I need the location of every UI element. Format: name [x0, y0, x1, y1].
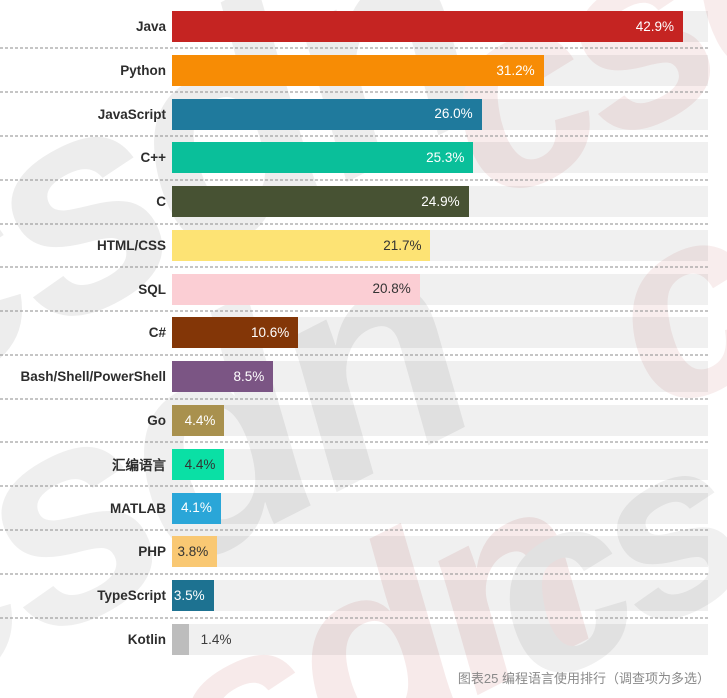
category-label: C++ [140, 150, 166, 166]
bar: 20.8% [172, 273, 420, 305]
row-separator [0, 47, 708, 50]
bar-track: 42.9% [172, 11, 708, 42]
row-separator [0, 91, 708, 94]
category-label: SQL [138, 281, 166, 297]
value-label: 21.7% [383, 237, 422, 253]
bar: 42.9% [172, 11, 683, 42]
value-label: 4.1% [181, 500, 212, 516]
row-separator [0, 397, 708, 400]
row-separator [0, 266, 708, 269]
row-separator [0, 616, 708, 619]
bar-track: 21.7% [172, 229, 708, 261]
bar-track: 8.5% [172, 361, 708, 393]
value-label: 4.4% [184, 456, 216, 472]
category-label: Python [120, 62, 166, 78]
row-separator [0, 178, 708, 181]
bar: 24.9% [172, 186, 469, 218]
value-label: 20.8% [372, 281, 411, 297]
value-label: 26.0% [434, 106, 473, 122]
row-separator [0, 441, 708, 444]
category-label: TypeScript [97, 588, 166, 604]
bar: 25.3% [172, 142, 474, 174]
category-label: Kotlin [127, 631, 166, 647]
chart-row: HTML/CSS 21.7% [0, 229, 727, 261]
bar-track: 3.5% [172, 580, 708, 612]
chart-row: Python 31.2% [0, 54, 727, 86]
category-label: JavaScript [97, 106, 166, 122]
bar: 31.2% [172, 54, 544, 86]
chart-row: 汇编语言 4.4% [0, 448, 727, 480]
value-label: 8.5% [233, 369, 265, 384]
bar: 10.6% [172, 317, 299, 349]
category-label: Go [147, 413, 166, 429]
chart-row: TypeScript 3.5% [0, 580, 727, 612]
bar-track: 25.3% [172, 142, 708, 174]
bar: 3.8% [172, 536, 218, 568]
bar-track: 10.6% [172, 317, 708, 349]
bar-track: 31.2% [172, 54, 708, 86]
chart-caption: 图表25 编程语言使用排行（调查项为多选） [457, 670, 710, 686]
bar-track: 4.1% [172, 492, 708, 524]
chart-row: MATLAB 4.1% [0, 492, 727, 524]
bar: 8.5% [172, 361, 274, 393]
chart-row: PHP 3.8% [0, 536, 727, 568]
bar: 3.5% [172, 580, 214, 612]
bar: 4.1% [172, 492, 221, 524]
bar: 26.0% [172, 98, 482, 130]
chart-row: C 24.9% [0, 186, 727, 218]
value-label: 4.4% [184, 412, 216, 428]
category-label: HTML/CSS [97, 237, 166, 253]
category-label: PHP [138, 544, 166, 560]
category-label: C [156, 194, 166, 210]
category-label: C# [148, 325, 166, 341]
bar-track: 4.4% [172, 405, 708, 437]
row-separator [0, 134, 708, 137]
bar-track: 1.4% [172, 623, 708, 655]
bar: 21.7% [172, 229, 431, 261]
row-separator [0, 353, 708, 356]
chart-row: Kotlin 1.4% [0, 623, 727, 655]
chart-row: SQL 20.8% [0, 273, 727, 305]
bar-track: 24.9% [172, 186, 708, 218]
bar [172, 623, 189, 655]
value-label: 24.9% [421, 193, 460, 209]
category-label: Bash/Shell/PowerShell [20, 369, 166, 385]
chart-row: C# 10.6% [0, 317, 727, 349]
value-label: 10.6% [250, 325, 290, 341]
chart-rows: Java 42.9% Python 31.2% JavaScript 26.0% C++ 25… [0, 11, 727, 655]
category-label: Java [135, 19, 166, 34]
category-label: 汇编语言 [112, 458, 166, 474]
chart-row: Bash/Shell/PowerShell 8.5% [0, 361, 727, 393]
row-separator [0, 222, 708, 225]
bar: 4.4% [172, 405, 225, 437]
value-label: 31.2% [496, 62, 535, 78]
bar-track: 26.0% [172, 98, 708, 130]
value-label: 42.9% [635, 18, 674, 34]
row-separator [0, 485, 708, 488]
bar-track: 4.4% [172, 448, 708, 480]
row-separator [0, 310, 708, 313]
chart-row: Go 4.4% [0, 405, 727, 437]
row-separator [0, 528, 708, 531]
category-label: MATLAB [110, 500, 166, 516]
bar: 4.4% [172, 448, 225, 480]
value-label: 3.8% [177, 544, 209, 560]
chart-row: Java 42.9% [0, 11, 727, 42]
chart-row: JavaScript 26.0% [0, 98, 727, 130]
value-label: 3.5% [173, 587, 205, 603]
row-separator [0, 572, 708, 575]
bar-track: 20.8% [172, 273, 708, 305]
chart-row: C++ 25.3% [0, 142, 727, 174]
value-label: 25.3% [426, 150, 465, 166]
value-label: 1.4% [200, 631, 232, 647]
bar-track: 3.8% [172, 536, 708, 568]
